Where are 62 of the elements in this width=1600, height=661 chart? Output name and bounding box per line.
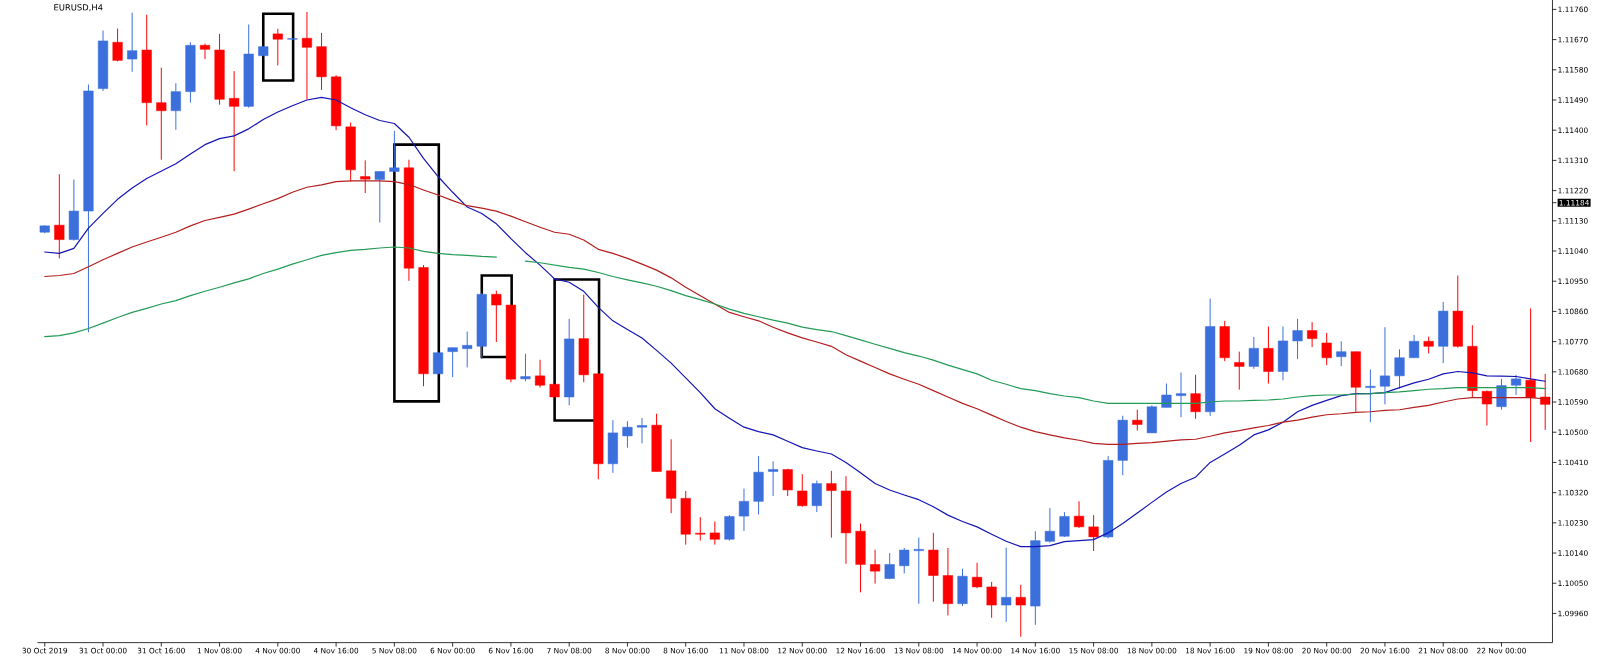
candlestick (782, 468, 793, 497)
candlestick (360, 159, 371, 194)
candlestick (199, 42, 211, 60)
candlestick (768, 460, 779, 497)
candlestick (1394, 348, 1405, 389)
candlestick (389, 130, 400, 172)
candlestick (1059, 511, 1070, 538)
candlestick (462, 330, 473, 368)
candlestick (1292, 318, 1303, 360)
candlestick (272, 28, 283, 66)
candlestick (1525, 307, 1536, 443)
candlestick (695, 516, 706, 541)
candlestick (54, 173, 65, 259)
candlestick (1044, 507, 1055, 543)
candlestick (447, 346, 458, 378)
candlestick (636, 417, 648, 444)
candlestick (1234, 350, 1245, 390)
candlestick (156, 67, 167, 161)
candlestick (1481, 389, 1492, 426)
candlestick (1321, 332, 1332, 366)
candlestick (374, 170, 385, 223)
candlestick (797, 473, 808, 508)
candlestick (899, 547, 910, 574)
candlestick (622, 420, 633, 448)
candlestick (1073, 500, 1085, 529)
candlestick (870, 548, 881, 584)
candlestick (1088, 514, 1099, 552)
candlestick (1336, 340, 1347, 367)
candlestick (811, 479, 822, 513)
candlestick (913, 536, 924, 604)
candlestick (534, 359, 546, 388)
candlestick (433, 351, 444, 375)
candlestick (520, 352, 531, 382)
candlestick (1175, 371, 1187, 418)
candlestick (1540, 373, 1551, 431)
candlestick (724, 514, 735, 541)
candlestick (1511, 374, 1522, 396)
candlestick (1409, 334, 1420, 359)
candlestick (1015, 584, 1026, 637)
candlestick (884, 552, 895, 580)
candlestick (1365, 368, 1376, 423)
candlestick (1496, 378, 1507, 411)
candlestick (491, 289, 502, 343)
candlestick (1379, 326, 1391, 405)
candlestick (1263, 325, 1274, 384)
chart-title: EURUSD,H4 (54, 3, 103, 12)
candlestick (972, 562, 983, 589)
candlestick (1132, 409, 1143, 431)
candlestick (1248, 336, 1259, 370)
candlestick (127, 12, 138, 73)
candlestick (826, 470, 837, 538)
candlestick (1307, 321, 1318, 348)
candlestick (301, 11, 313, 100)
candlestick (1161, 382, 1172, 408)
candlestick (738, 487, 750, 532)
candlestick (986, 581, 997, 619)
candlestick (112, 27, 123, 62)
candlestick (229, 70, 240, 172)
candlestick (1001, 546, 1012, 623)
candlestick (170, 82, 181, 131)
candlestick (709, 520, 720, 545)
candlestick (1190, 374, 1201, 420)
